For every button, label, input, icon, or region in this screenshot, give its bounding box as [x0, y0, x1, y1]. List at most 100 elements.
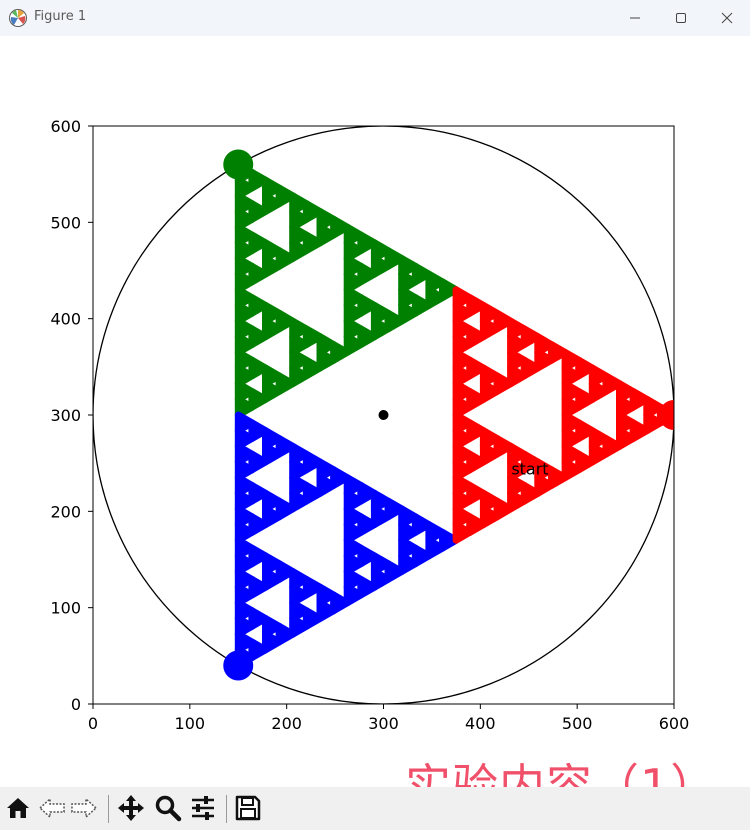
x-tick-label: 200: [271, 714, 302, 733]
maximize-icon: [676, 13, 686, 23]
fractal-point-cluster: [234, 411, 256, 435]
fractal-point-cluster: [452, 489, 474, 513]
fractal-point-cluster: [275, 435, 297, 458]
fractal-point-cluster: [452, 286, 474, 309]
fractal-point-cluster: [343, 505, 365, 529]
fractal-point-cluster: [343, 301, 365, 325]
fractal-point-cluster: [330, 466, 351, 489]
fractal-point-cluster: [302, 481, 324, 505]
fractal-point-cluster: [302, 200, 324, 223]
fractal-point-cluster: [534, 458, 555, 482]
fractal-point-cluster: [289, 317, 310, 341]
vertex-marker: [223, 650, 254, 681]
fractal-point-cluster: [316, 348, 338, 372]
fractal-point-cluster: [398, 505, 419, 529]
fractal-point-cluster: [411, 513, 433, 536]
home-button[interactable]: [3, 793, 33, 823]
fractal-point-cluster: [561, 395, 583, 419]
fractal-point-cluster: [316, 583, 338, 607]
fractal-point-cluster: [398, 521, 419, 544]
fractal-point-cluster: [602, 372, 623, 395]
fractal-point-cluster: [275, 247, 297, 270]
fractal-point-cluster: [234, 630, 256, 654]
x-tick-label: 0: [88, 714, 98, 733]
fractal-point-cluster: [275, 622, 297, 646]
fractal-point-cluster: [466, 419, 487, 442]
zoom-button[interactable]: [153, 793, 183, 823]
fractal-point-cluster: [316, 474, 338, 497]
figure-canvas[interactable]: 0 100 200 300 400 500 600 0 100 200 300 400 500 600 s…: [0, 36, 750, 787]
fractal-point-cluster: [234, 552, 256, 575]
fractal-point-cluster: [289, 192, 310, 215]
fractal-point-cluster: [561, 364, 583, 388]
save-button[interactable]: [233, 793, 263, 823]
fractal-point-cluster: [452, 364, 474, 388]
fractal-point-cluster: [248, 294, 269, 317]
fractal-point-cluster: [289, 348, 310, 372]
fractal-point-cluster: [234, 521, 256, 544]
fractal-point-cluster: [234, 223, 256, 247]
fractal-point-cluster: [357, 513, 378, 536]
configure-subplots-button[interactable]: [188, 793, 218, 823]
maximize-button[interactable]: [658, 0, 704, 36]
fractal-series: [234, 411, 460, 669]
fractal-point-cluster: [275, 560, 297, 583]
fractal-point-cluster: [302, 325, 324, 349]
fractal-point-cluster: [452, 474, 474, 497]
fractal-point-cluster: [234, 599, 256, 622]
matplotlib-icon: [9, 9, 27, 27]
fractal-point-cluster: [507, 474, 528, 497]
fractal-point-cluster: [479, 489, 501, 513]
fractal-point-cluster: [248, 575, 269, 599]
fractal-point-cluster: [452, 505, 474, 529]
fractal-point-cluster: [398, 301, 419, 325]
fractal-point-cluster: [479, 442, 501, 466]
fractal-point-cluster: [234, 301, 256, 325]
fractal-point-cluster: [452, 521, 474, 544]
fractal-point-cluster: [289, 208, 310, 231]
fractal-point-cluster: [534, 348, 555, 372]
forward-button[interactable]: [69, 793, 99, 823]
toolbar-separator: [108, 795, 109, 823]
y-tick-label: 600: [50, 117, 81, 136]
fractal-point-cluster: [302, 607, 324, 630]
fractal-point-cluster: [452, 348, 474, 372]
fractal-point-cluster: [425, 521, 446, 544]
fractal-point-cluster: [289, 474, 310, 497]
fractal-point-cluster: [262, 427, 283, 450]
fractal-point-cluster: [384, 560, 406, 583]
fractal-point-cluster: [466, 481, 487, 505]
fractal-point-cluster: [262, 442, 283, 466]
fractal-point-cluster: [302, 231, 324, 255]
fractal-point-cluster: [289, 489, 310, 513]
fractal-point-cluster: [289, 239, 310, 262]
fractal-point-cluster: [520, 356, 542, 380]
fractal-point-cluster: [643, 395, 664, 419]
x-tick-label: 100: [175, 714, 206, 733]
fractal-point-cluster: [343, 333, 365, 356]
fractal-point-cluster: [316, 458, 338, 482]
x-tick-label: 400: [465, 714, 496, 733]
minimize-button[interactable]: [612, 0, 658, 36]
fractal-point-cluster: [343, 583, 365, 607]
fractal-point-cluster: [262, 364, 283, 388]
fractal-point-cluster: [452, 380, 474, 403]
configure-subplots-icon: [192, 796, 214, 820]
home-icon: [7, 798, 29, 818]
fractal-point-cluster: [561, 380, 583, 403]
pan-button[interactable]: [116, 793, 146, 823]
fractal-point-cluster: [262, 489, 283, 513]
fractal-point-cluster: [588, 442, 610, 466]
x-tick-label: 600: [659, 714, 690, 733]
fractal-point-cluster: [316, 223, 338, 247]
fractal-point-cluster: [479, 427, 501, 450]
close-button[interactable]: [704, 0, 750, 36]
zoom-icon: [155, 795, 182, 822]
vertex-marker: [659, 400, 674, 430]
fractal-point-cluster: [234, 317, 256, 341]
fractal-point-cluster: [289, 442, 310, 466]
window-title: Figure 1: [34, 9, 87, 24]
fractal-point-cluster: [452, 458, 474, 482]
back-button[interactable]: [37, 793, 67, 823]
y-tick-label: 0: [71, 695, 81, 714]
